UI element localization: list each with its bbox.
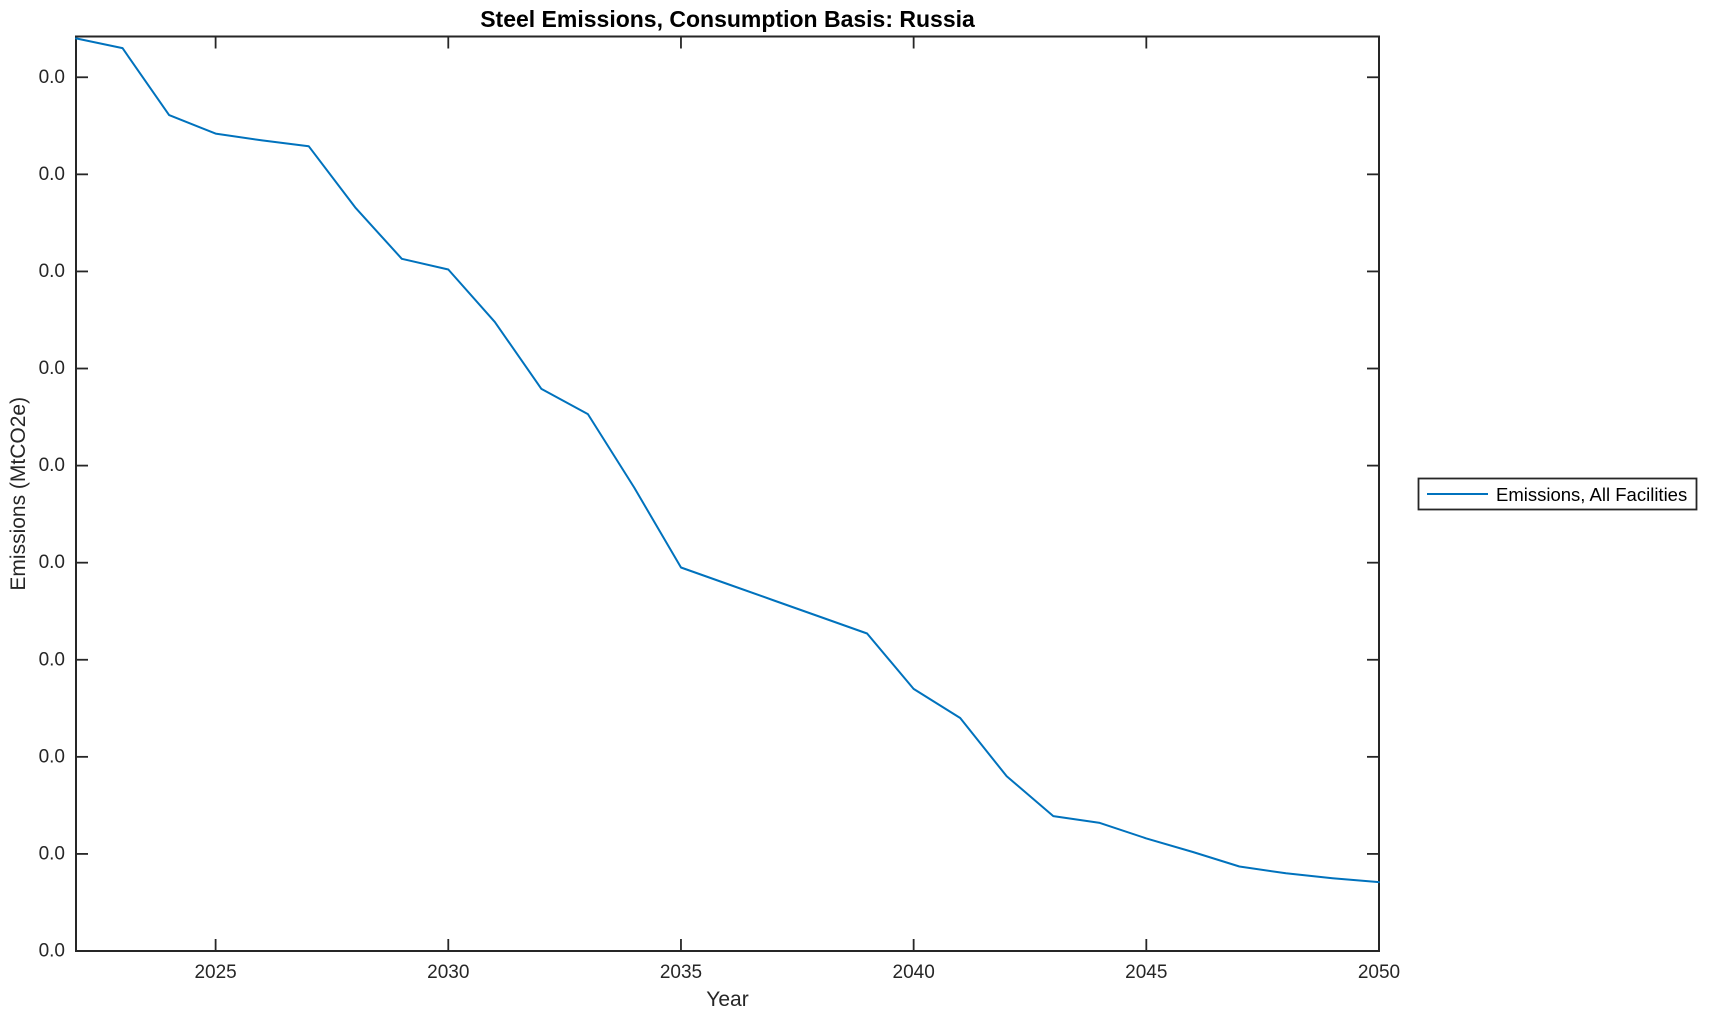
y-tick-label: 0.0	[39, 358, 65, 379]
y-tick-label: 0.0	[39, 67, 65, 88]
x-tick-label: 2025	[194, 962, 236, 983]
y-axis-label: Emissions (MtCO2e)	[7, 397, 30, 591]
y-tick-label: 0.0	[39, 455, 65, 476]
y-tick-label: 0.0	[39, 941, 65, 962]
x-tick-label: 2045	[1125, 962, 1167, 983]
y-tick-label: 0.0	[39, 552, 65, 573]
plot-area: 2025 2030 2035 2040 2045 2050 0.0 0.0 0.0 0.0 0.0 0…	[39, 35, 1400, 983]
y-tick-label: 0.0	[39, 649, 65, 670]
legend-label: Emissions, All Facilities	[1496, 484, 1687, 505]
legend: Emissions, All Facilities	[1417, 477, 1698, 511]
x-tick-label: 2030	[427, 962, 469, 983]
y-tick-label: 0.0	[39, 843, 65, 864]
emissions-line	[75, 37, 1380, 884]
x-tick-label: 2050	[1358, 962, 1400, 983]
x-tick-label: 2035	[660, 962, 702, 983]
y-tick-label: 0.0	[39, 261, 65, 282]
y-tick-label: 0.0	[39, 746, 65, 767]
chart-title: Steel Emissions, Consumption Basis: Russ…	[480, 6, 975, 32]
x-axis-label: Year	[706, 988, 748, 1011]
x-tick-label: 2040	[893, 962, 935, 983]
plot-border	[75, 35, 1380, 952]
y-tick-label: 0.0	[39, 164, 65, 185]
